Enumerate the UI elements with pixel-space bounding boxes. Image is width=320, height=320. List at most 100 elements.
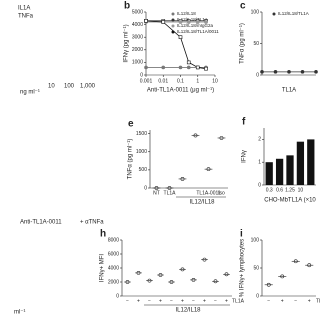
x-tick-label: + <box>181 298 184 304</box>
x-tick-label: 1 <box>196 78 199 84</box>
point <box>204 66 208 71</box>
y-tick-label: 0 <box>116 293 119 299</box>
point <box>273 70 278 74</box>
fragment-text: ng ml⁻¹ <box>20 90 40 96</box>
dot <box>167 186 172 190</box>
y-tick-label: 1 <box>258 160 261 166</box>
x-tick-label: + <box>281 298 284 304</box>
y-tick-label: 1000 <box>136 149 147 155</box>
row-label: TL1A <box>316 298 320 304</box>
x-tick-label: − <box>192 298 195 304</box>
dot <box>224 272 229 277</box>
y-axis-label: TNFα (pg ml⁻¹) <box>240 23 246 64</box>
x-tick-label: + <box>159 298 162 304</box>
x-tick-label: + <box>308 298 311 304</box>
dot <box>180 267 185 272</box>
fragment-text: 100 <box>64 84 75 90</box>
dot <box>180 177 185 181</box>
x-tick-label: − <box>126 298 129 304</box>
legend-marker <box>171 18 175 22</box>
dot <box>219 136 224 140</box>
x-tick-label: TL1A-0011 <box>196 190 221 196</box>
x-axis-label: CHO-MbTL1A (×10 <box>264 198 316 204</box>
point <box>314 70 318 74</box>
y-tick-label: 0 <box>256 293 259 299</box>
panel-label: e <box>128 119 134 130</box>
y-axis-label: TNFα (pg ml⁻¹) <box>128 139 134 180</box>
x-axis-label: Anti-TL1A-0011 (μg ml⁻¹) <box>147 88 214 94</box>
dot <box>202 257 207 262</box>
y-tick-label: 1000 <box>132 60 143 66</box>
dot <box>191 277 196 282</box>
point <box>186 65 191 70</box>
x-tick-label: 1.25 <box>285 187 295 193</box>
x-tick-label: 0.6 <box>276 187 283 193</box>
legend-marker <box>171 24 175 28</box>
bar <box>286 155 294 185</box>
point <box>195 20 200 24</box>
y-tick-label: 0 <box>256 72 259 78</box>
x-tick-label: + <box>203 298 206 304</box>
y-tick-label: 2 <box>258 137 261 143</box>
legend-label: IL12/IL18 <box>177 11 196 16</box>
panel-label: b <box>124 1 130 12</box>
dot <box>280 274 285 279</box>
point <box>186 20 191 24</box>
dot <box>213 279 218 284</box>
fragment-text: 10 <box>48 84 55 90</box>
y-tick-label: 100 <box>251 9 260 15</box>
point <box>161 20 166 24</box>
bar <box>296 141 305 185</box>
point <box>178 35 183 40</box>
fragment-text: Anti-TL1A-0011 <box>20 220 62 226</box>
y-tick-label: 4000 <box>132 22 143 28</box>
y-axis-label: IFNγ <box>242 150 248 163</box>
y-axis-label: % IFNγ+ lymphocytes <box>240 239 246 297</box>
dot <box>147 278 152 283</box>
group-label: IL12/IL18 <box>175 308 201 314</box>
legend-label: IL12/IL18/TL1A/0011 <box>177 29 219 34</box>
y-tick-label: 4000 <box>108 265 119 271</box>
point <box>144 65 148 70</box>
group-label: IL12/IL18 <box>189 200 215 206</box>
x-tick-label: 0.001 <box>140 78 153 84</box>
dot <box>158 273 163 277</box>
panel-label: h <box>100 229 106 240</box>
point <box>287 70 291 74</box>
point <box>195 65 200 70</box>
bar <box>265 162 273 185</box>
y-tick-label: 500 <box>139 167 148 173</box>
x-tick-label: 0.01 <box>158 78 168 84</box>
panel-label: i <box>240 229 243 240</box>
x-tick-label: TL1A <box>164 190 177 196</box>
y-tick-label: 3000 <box>132 35 143 41</box>
y-tick-label: 50 <box>253 41 259 47</box>
y-tick-label: 8000 <box>108 237 119 243</box>
y-tick-label: 0 <box>140 72 143 78</box>
dot <box>169 280 174 284</box>
point <box>260 70 264 74</box>
y-tick-label: 6000 <box>108 251 119 257</box>
legend-label: IL12/IL18/TL1A <box>278 11 309 16</box>
fragment-text: 1,000 <box>80 84 96 90</box>
y-tick-label: 1500 <box>136 131 147 137</box>
x-tick-label: Iso <box>218 190 225 196</box>
dot <box>193 133 198 138</box>
y-tick-label: 0 <box>144 185 147 191</box>
panel-label: f <box>242 117 246 128</box>
legend-label: IL12/IL18/mIgG2a <box>177 23 214 28</box>
y-tick-label: 50 <box>253 265 259 271</box>
x-tick-label: 0.3 <box>266 187 273 193</box>
dot <box>125 280 130 284</box>
bar <box>307 139 315 185</box>
dot <box>266 282 271 287</box>
x-tick-label: − <box>294 298 297 304</box>
dot <box>206 167 211 172</box>
legend-marker <box>272 12 276 16</box>
x-tick-label: − <box>148 298 151 304</box>
point <box>178 65 183 70</box>
point <box>144 19 148 23</box>
x-tick-label: 10 <box>298 187 304 193</box>
fragment-text: ml⁻¹ <box>14 310 26 316</box>
row-label: TL1A <box>232 298 245 304</box>
